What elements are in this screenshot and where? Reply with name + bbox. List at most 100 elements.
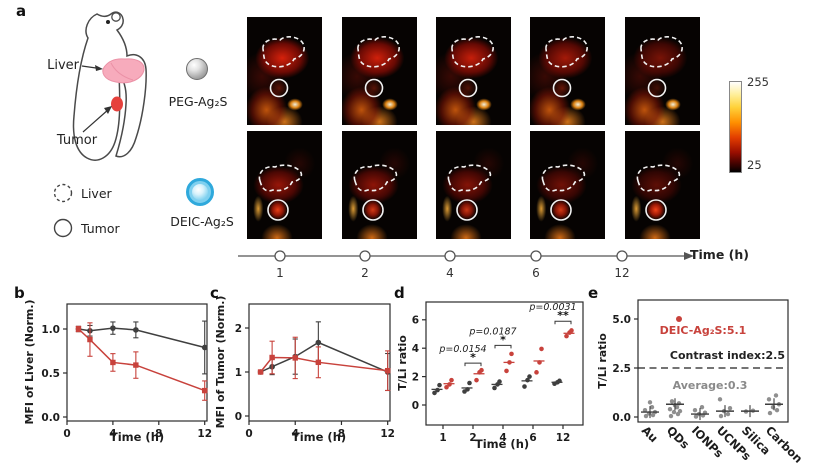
deic-highlight-point (676, 316, 682, 322)
svg-text:12: 12 (556, 432, 571, 444)
svg-text:QDs: QDs (664, 423, 693, 452)
svg-text:2: 2 (235, 323, 242, 335)
panel-letter-d: d (394, 284, 405, 302)
svg-text:0.0: 0.0 (612, 412, 631, 424)
nir-image-deic-1h (247, 131, 322, 239)
liver-organ (102, 58, 145, 84)
svg-text:Time (h): Time (h) (110, 430, 164, 444)
liver-outline (640, 36, 683, 68)
timeline-axis: 1 2 4 6 12 (238, 250, 694, 280)
legend-tumor: Tumor (52, 217, 120, 239)
timeline-node-1h (274, 250, 286, 262)
liver-outline (541, 164, 586, 192)
legend-tumor-label: Tumor (81, 220, 120, 236)
svg-text:2: 2 (469, 432, 476, 444)
liver-annotation: Liver (47, 58, 80, 73)
svg-text:2.5: 2.5 (612, 363, 631, 375)
liver-outline (545, 36, 588, 68)
panel-e-chart: 0.0 2.5 5.0T/Li ratio Contrast index:2.5 Ave… (596, 299, 805, 466)
peg-probe-label: PEG-Ag₂S (168, 94, 228, 109)
mouse-eye (106, 20, 110, 24)
svg-text:4: 4 (292, 428, 299, 440)
deic-nanoparticle-icon (186, 178, 214, 206)
tumor-outline (647, 78, 667, 98)
liver-outline (451, 36, 494, 68)
timeline-node-2h (359, 250, 371, 262)
mouse-illustration: Liver Tumor (47, 11, 147, 161)
svg-text:0.5: 0.5 (41, 368, 60, 380)
panel-letter-b: b (14, 284, 25, 302)
mouse-ear (111, 12, 121, 22)
svg-text:Au: Au (639, 423, 661, 445)
svg-text:12: 12 (197, 428, 212, 440)
svg-text:2: 2 (412, 371, 419, 383)
nir-image-deic-4h (436, 131, 511, 239)
svg-text:1: 1 (276, 266, 284, 280)
svg-text:T/Li ratio: T/Li ratio (396, 335, 409, 391)
tumor-outline (458, 78, 478, 98)
tumor-outline (456, 199, 478, 221)
svg-text:8: 8 (155, 428, 162, 440)
svg-text:2: 2 (361, 266, 369, 280)
panel-letter-c: c (210, 284, 219, 302)
liver-outline (353, 164, 398, 192)
svg-text:12: 12 (614, 266, 629, 280)
tumor-outline (645, 199, 667, 221)
nir-image-deic-12h (625, 131, 700, 239)
svg-text:6: 6 (412, 315, 419, 327)
svg-text:0: 0 (235, 411, 242, 423)
liver-outline (262, 36, 305, 68)
svg-text:Contrast index:2.5: Contrast index:2.5 (670, 349, 785, 362)
svg-text:4: 4 (499, 432, 506, 444)
panel-letter-e: e (588, 284, 599, 302)
timeline-node-4h (444, 250, 456, 262)
svg-text:0: 0 (245, 428, 252, 440)
colorbar-min-label: 25 (747, 158, 762, 172)
svg-text:4: 4 (109, 428, 116, 440)
svg-text:4: 4 (446, 266, 454, 280)
tumor-annotation: Tumor (56, 133, 98, 148)
tumor-outline (267, 199, 289, 221)
svg-text:p=0.0031: p=0.0031 (528, 302, 576, 313)
tumor-arrowhead (104, 106, 112, 114)
liver-arrow (81, 65, 97, 69)
nir-image-deic-2h (342, 131, 417, 239)
tumor-outline (269, 78, 289, 98)
liver-lobe-line (110, 62, 134, 81)
svg-text:*: * (470, 351, 476, 364)
svg-text:0: 0 (412, 400, 419, 412)
svg-text:5.0: 5.0 (612, 314, 631, 326)
nir-image-peg-4h (436, 17, 511, 125)
solid-circle-icon (53, 218, 73, 238)
tumor-outline (364, 78, 384, 98)
nir-image-peg-1h (247, 17, 322, 125)
svg-text:0: 0 (63, 428, 70, 440)
charts: 0.0 0.5 1.0 MFI of Liver (Norm.) Time (h) 0 4 8… (23, 296, 805, 466)
deic-nanoparticle-core (192, 184, 208, 200)
svg-text:1: 1 (439, 432, 446, 444)
tumor-arrow (82, 108, 110, 133)
svg-text:**: ** (557, 309, 569, 322)
svg-text:8: 8 (338, 428, 345, 440)
intensity-colorbar (729, 81, 742, 173)
liver-outline (447, 164, 492, 192)
svg-text:p=0.0154: p=0.0154 (438, 344, 486, 355)
timeline-node-6h (530, 250, 542, 262)
svg-text:6: 6 (529, 432, 536, 444)
svg-text:1: 1 (235, 367, 242, 379)
svg-text:DEIC-Ag₂S:5.1: DEIC-Ag₂S:5.1 (660, 324, 747, 337)
svg-text:4: 4 (412, 343, 419, 355)
tumor-outline (550, 199, 572, 221)
svg-text:6: 6 (532, 266, 540, 280)
svg-text:T/Li ratio: T/Li ratio (596, 333, 609, 389)
peg-nanoparticle-icon (186, 58, 208, 80)
svg-text:*: * (500, 333, 506, 346)
svg-text:Time (h): Time (h) (292, 430, 346, 444)
svg-text:1.0: 1.0 (41, 324, 60, 336)
colorbar-max-label: 255 (747, 75, 769, 89)
liver-outline (636, 164, 681, 192)
svg-text:12: 12 (380, 428, 395, 440)
svg-text:0.0: 0.0 (41, 412, 60, 424)
